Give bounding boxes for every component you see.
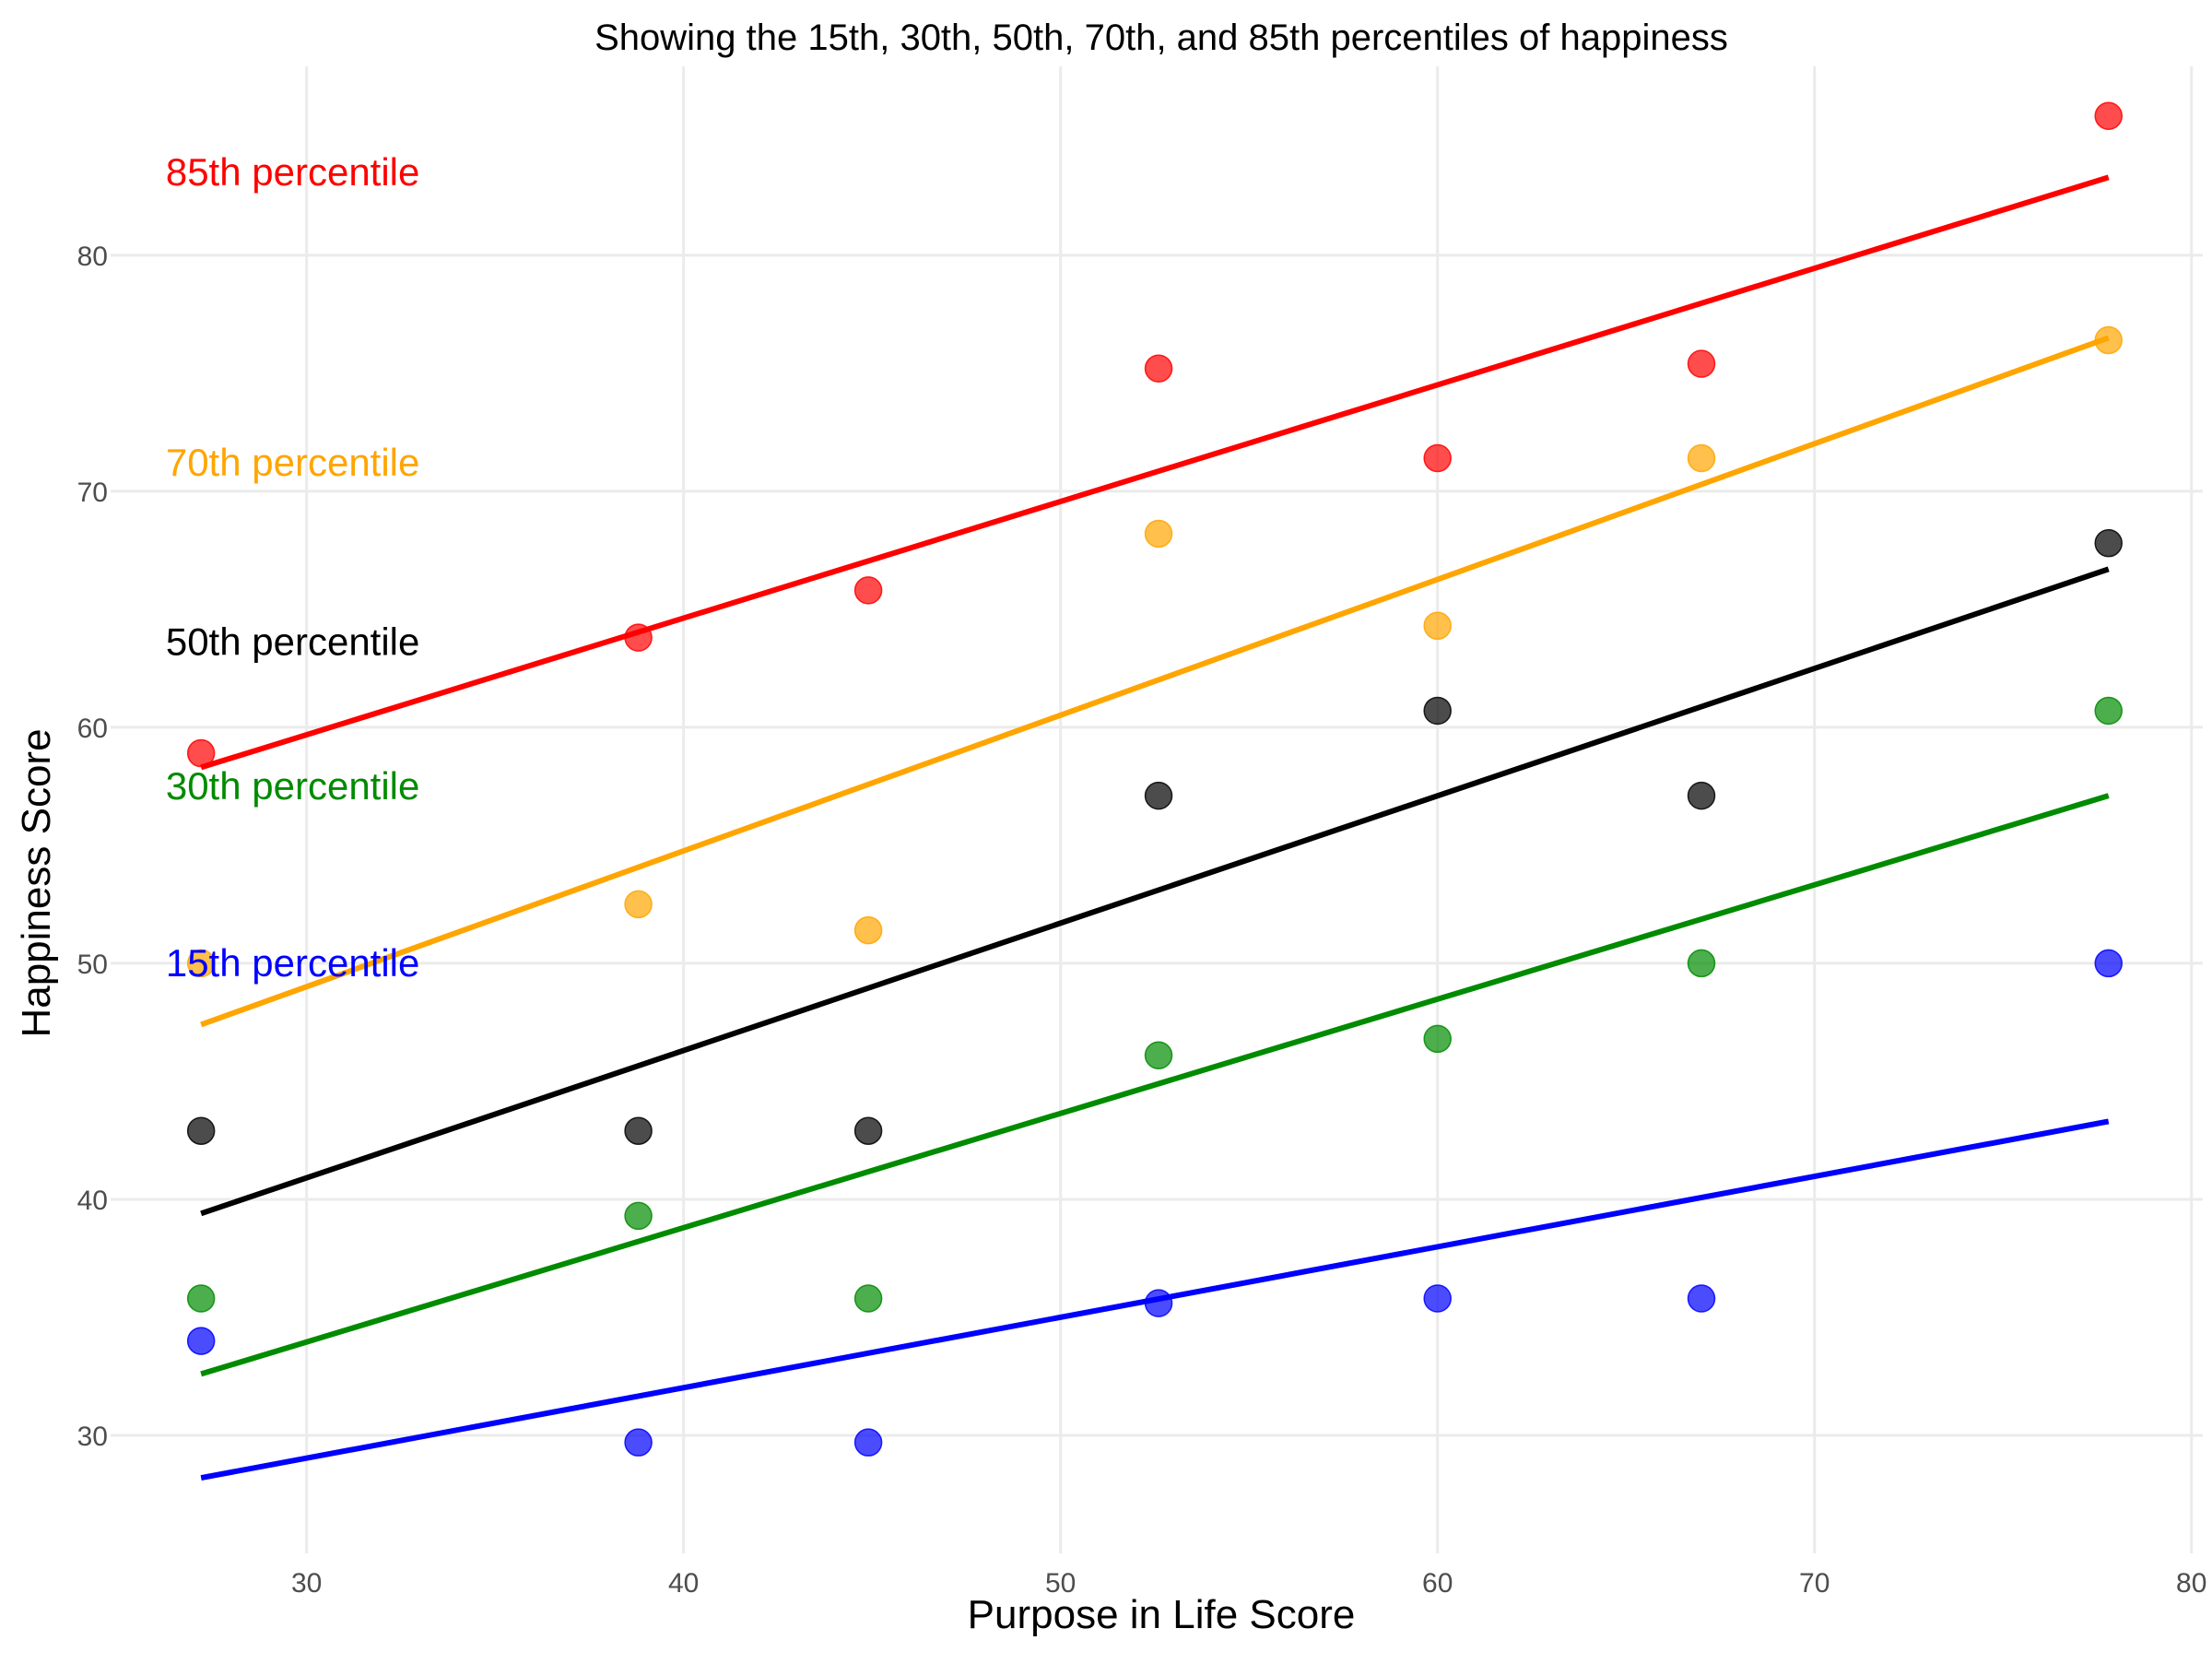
chart-title: Showing the 15th, 30th, 50th, 70th, and … bbox=[594, 18, 1728, 58]
x-tick-label: 60 bbox=[1422, 1568, 1453, 1599]
series-label: 50th percentile bbox=[166, 620, 420, 664]
fit-line-5 bbox=[200, 174, 2110, 771]
data-point bbox=[853, 915, 883, 945]
data-point bbox=[1687, 443, 1716, 473]
data-point bbox=[853, 1428, 883, 1457]
x-tick-label: 30 bbox=[291, 1568, 322, 1599]
data-point bbox=[1144, 781, 1173, 810]
data-point bbox=[1423, 1284, 1452, 1313]
data-point bbox=[2094, 949, 2123, 978]
data-point bbox=[1423, 611, 1452, 641]
data-point bbox=[186, 949, 216, 978]
data-point bbox=[186, 1116, 216, 1145]
data-point bbox=[624, 623, 653, 652]
data-point bbox=[1687, 949, 1716, 978]
y-tick-label: 70 bbox=[77, 478, 108, 508]
data-point bbox=[1144, 1041, 1173, 1070]
data-point bbox=[1423, 1024, 1452, 1054]
y-tick-label: 60 bbox=[77, 714, 108, 744]
data-point bbox=[2094, 101, 2123, 131]
x-tick-label: 40 bbox=[668, 1568, 699, 1599]
fit-line-3 bbox=[200, 566, 2110, 1217]
data-point bbox=[1687, 349, 1716, 378]
data-point bbox=[186, 1284, 216, 1313]
data-point bbox=[1687, 1284, 1716, 1313]
y-tick-label: 50 bbox=[77, 950, 108, 980]
fit-line-2 bbox=[200, 793, 2110, 1377]
data-point bbox=[624, 1428, 653, 1457]
data-points bbox=[186, 101, 2123, 1457]
data-point bbox=[1144, 1289, 1173, 1317]
data-point bbox=[624, 1116, 653, 1145]
x-axis-title: Purpose in Life Score bbox=[968, 1592, 1356, 1637]
y-axis-title: Happiness Score bbox=[14, 728, 59, 1037]
gridlines bbox=[111, 66, 2203, 1553]
data-point bbox=[2094, 325, 2123, 355]
series-labels: 85th percentile 70th percentile 50th perce… bbox=[166, 150, 420, 985]
data-point bbox=[2094, 528, 2123, 558]
data-point bbox=[624, 1201, 653, 1231]
series-label: 85th percentile bbox=[166, 150, 420, 194]
x-tick-label: 80 bbox=[2176, 1568, 2206, 1599]
data-point bbox=[2094, 696, 2123, 726]
data-point bbox=[1687, 781, 1716, 810]
series-label: 70th percentile bbox=[166, 441, 420, 484]
x-tick-label: 70 bbox=[1799, 1568, 1830, 1599]
series-label: 15th percentile bbox=[166, 941, 420, 985]
data-point bbox=[1144, 519, 1173, 549]
series-label: 30th percentile bbox=[166, 764, 420, 808]
data-point bbox=[853, 1116, 883, 1145]
y-tick-label: 30 bbox=[77, 1422, 108, 1452]
data-point bbox=[853, 1284, 883, 1313]
data-point bbox=[186, 738, 216, 768]
data-point bbox=[853, 576, 883, 605]
data-point bbox=[1423, 696, 1452, 726]
tick-labels: 30 40 50 60 70 80 30 40 50 60 70 80 bbox=[77, 242, 2207, 1599]
y-tick-label: 40 bbox=[77, 1186, 108, 1216]
data-point bbox=[1144, 354, 1173, 383]
data-point bbox=[1423, 443, 1452, 473]
fit-line-4 bbox=[200, 335, 2110, 1028]
x-tick-label: 50 bbox=[1045, 1568, 1076, 1599]
data-point bbox=[186, 1327, 216, 1355]
y-tick-label: 80 bbox=[77, 242, 108, 272]
data-point bbox=[624, 890, 653, 919]
